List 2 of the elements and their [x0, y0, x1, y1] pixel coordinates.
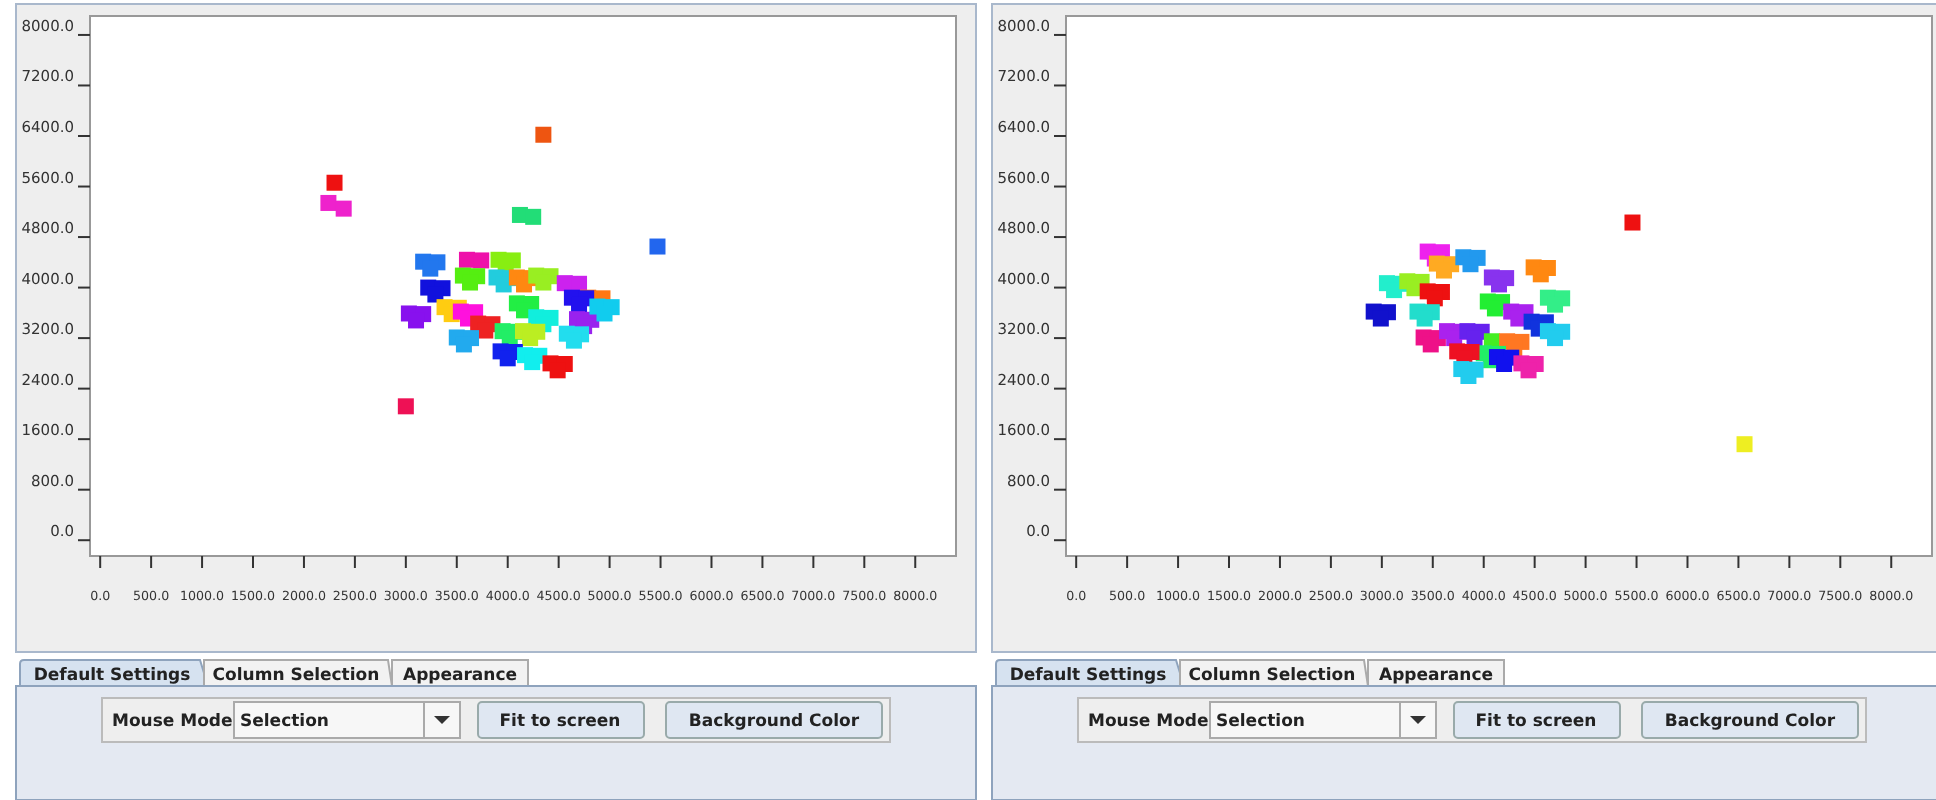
- toolbar: Mouse Mode Selection Fit to screen Background Color: [101, 697, 891, 743]
- toolbar: Mouse Mode Selection Fit to screen Background Color: [1077, 697, 1867, 743]
